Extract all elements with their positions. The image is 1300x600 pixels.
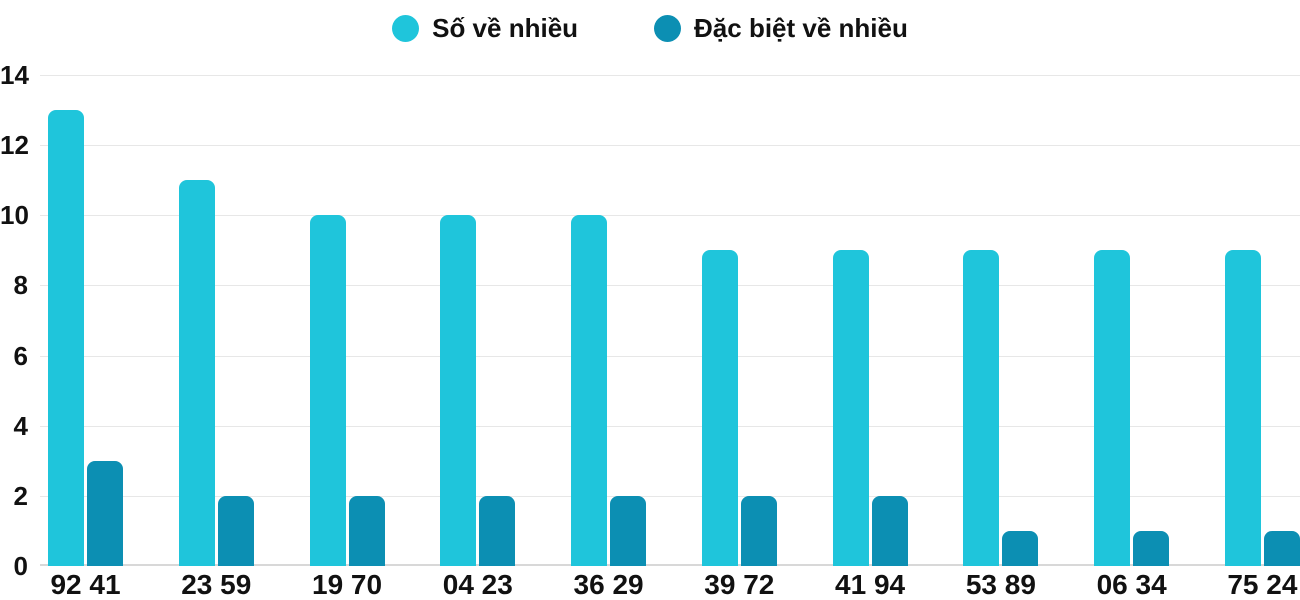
bar-group-06-34: 06 34: [1094, 75, 1170, 599]
bar-groups: 92 41 23 59 19 70 04 23 36 29 39 72 41 94 53 89…: [40, 75, 1300, 599]
x-axis-line: [40, 564, 1300, 566]
x-tick-label: 06 34: [1096, 569, 1167, 600]
x-tick-label: 23 59: [181, 569, 252, 600]
bar-group-19-70: 19 70: [309, 75, 385, 599]
bar-series-1-23-59: [217, 495, 254, 566]
bar-series-1-41-94: [871, 495, 908, 566]
bar-group-92-41: 92 41: [48, 75, 123, 599]
y-tick-label-10: 10: [0, 200, 29, 231]
x-tick-label: 04 23: [442, 569, 513, 600]
y-axis: 0 2 4 6 8 10 12 14: [0, 61, 29, 580]
x-tick-label: 75 24: [1227, 569, 1298, 600]
bar-group-39-72: 39 72: [701, 75, 777, 599]
gridline-y-14: [40, 75, 1300, 76]
y-tick-label-4: 4: [13, 410, 28, 441]
bar-series-0-23-59: [178, 180, 215, 566]
bar-group-75-24: 75 24: [1224, 75, 1300, 599]
x-tick-label: 53 89: [965, 569, 1036, 600]
plot-area: 92 41 23 59 19 70 04 23 36 29 39 72 41 94 53 89…: [40, 75, 1300, 599]
bar-series-0-36-29: [571, 215, 608, 566]
x-tick-label: 19 70: [311, 569, 383, 600]
bar-series-0-75-24: [1224, 250, 1261, 566]
gridline-y-2: [40, 495, 1300, 497]
legend-swatch-icon: [654, 14, 682, 42]
gridline-y-6: [40, 355, 1300, 357]
legend-swatch-icon: [392, 14, 420, 42]
bar-group-04-23: 04 23: [440, 75, 516, 599]
bar-series-0-04-23: [440, 215, 477, 566]
bar-series-1-19-70: [348, 495, 385, 566]
bar-series-0-19-70: [309, 215, 346, 566]
x-tick-label: 36 29: [573, 569, 644, 600]
bar-series-1-06-34: [1133, 530, 1170, 566]
gridline-y-12: [40, 145, 1300, 147]
legend-item-so-ve-nhieu[interactable]: Số về nhiều: [392, 13, 579, 43]
y-tick-label-6: 6: [13, 340, 28, 371]
y-tick-label-0: 0: [13, 551, 28, 581]
bar-series-0-41-94: [832, 250, 869, 566]
bar-series-0-53-89: [963, 250, 1000, 566]
bar-series-1-92-41: [87, 460, 123, 566]
gridlines: [40, 75, 1300, 566]
bar-series-1-36-29: [610, 495, 647, 566]
legend-label-dac-biet-ve-nhieu: Đặc biệt về nhiều: [694, 13, 908, 43]
bar-group-53-89: 53 89: [963, 75, 1039, 599]
bar-series-1-75-24: [1263, 530, 1300, 566]
x-tick-label: 39 72: [704, 569, 775, 600]
bar-group-41-94: 41 94: [832, 75, 908, 599]
legend-label-so-ve-nhieu: Số về nhiều: [432, 13, 579, 43]
bar-series-0-92-41: [48, 110, 84, 566]
legend-item-dac-biet-ve-nhieu[interactable]: Đặc biệt về nhiều: [654, 13, 908, 43]
bar-series-0-06-34: [1094, 250, 1131, 566]
y-tick-label-8: 8: [13, 270, 28, 301]
gridline-y-10: [40, 215, 1300, 217]
bar-group-36-29: 36 29: [571, 75, 647, 599]
chart-legend: Số về nhiều Đặc biệt về nhiều: [0, 8, 1300, 48]
bar-series-0-39-72: [701, 250, 738, 566]
y-tick-label-14: 14: [0, 60, 29, 90]
x-tick-label: 92 41: [50, 569, 121, 600]
gridline-y-8: [40, 285, 1300, 287]
y-tick-label-2: 2: [13, 480, 28, 511]
bar-series-1-53-89: [1002, 530, 1039, 566]
y-tick-label-12: 12: [0, 130, 29, 161]
gridline-y-4: [40, 425, 1300, 427]
bar-series-1-39-72: [740, 495, 777, 566]
x-tick-label: 41 94: [835, 569, 906, 600]
bar-series-1-04-23: [479, 495, 516, 566]
bar-group-23-59: 23 59: [178, 75, 254, 599]
